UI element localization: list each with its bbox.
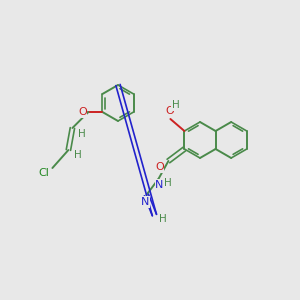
Text: H: H	[74, 150, 81, 160]
Text: H: H	[164, 178, 171, 188]
Text: N: N	[155, 180, 164, 190]
Text: Cl: Cl	[38, 168, 49, 178]
Text: N: N	[141, 197, 150, 207]
Text: O: O	[78, 107, 87, 117]
Text: H: H	[158, 214, 166, 224]
Text: O: O	[165, 106, 174, 116]
Text: H: H	[172, 100, 179, 110]
Text: O: O	[155, 162, 164, 172]
Text: H: H	[77, 129, 85, 139]
